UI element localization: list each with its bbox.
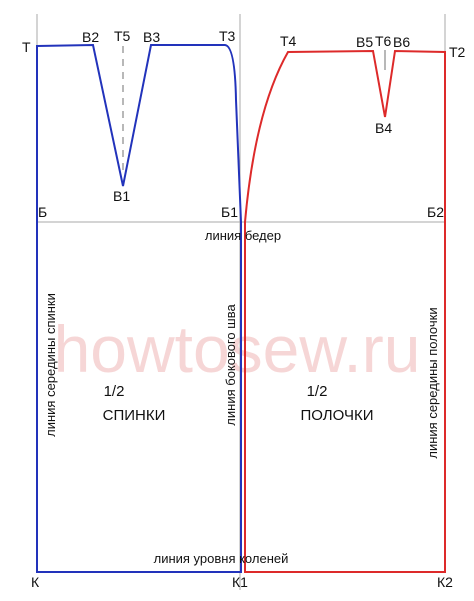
front-name-label: ПОЛОЧКИ — [301, 407, 374, 424]
hip-line-label: линия бедер — [205, 228, 281, 243]
knee-line-label: линия уровня коленей — [154, 551, 289, 566]
point-label-t4: Т4 — [280, 33, 297, 49]
point-label-v3: В3 — [143, 29, 160, 45]
point-label-v5: В5 — [356, 34, 373, 50]
point-label-t6: Т6 — [375, 33, 392, 49]
watermark: howtosew.ru — [54, 312, 421, 386]
point-label-t: Т — [22, 39, 31, 55]
front-panel-outline — [244, 49, 446, 573]
point-label-v4: В4 — [375, 120, 392, 136]
point-label-b2: Б2 — [427, 204, 444, 220]
point-label-v6: В6 — [393, 34, 410, 50]
point-label-k2: К2 — [437, 574, 453, 590]
point-label-k: К — [31, 574, 40, 590]
point-label-t3: Т3 — [219, 28, 236, 44]
point-label-k1: К1 — [232, 574, 248, 590]
side-seam-line-label: линия бокового шва — [223, 304, 238, 426]
back-center-line-label: линия середины спинки — [43, 293, 58, 437]
back-fraction-label: 1/2 — [104, 383, 125, 400]
back-name-label: СПИНКИ — [103, 407, 166, 424]
point-label-v2: В2 — [82, 29, 99, 45]
point-label-b: Б — [38, 204, 47, 220]
point-label-v1: В1 — [113, 188, 130, 204]
front-fraction-label: 1/2 — [307, 383, 328, 400]
back-panel-outline — [36, 43, 242, 573]
front-center-line-label: линия середины полочки — [425, 307, 440, 458]
point-label-b1: Б1 — [221, 204, 238, 220]
point-label-t5: Т5 — [114, 28, 131, 44]
point-label-t2: Т2 — [449, 44, 466, 60]
